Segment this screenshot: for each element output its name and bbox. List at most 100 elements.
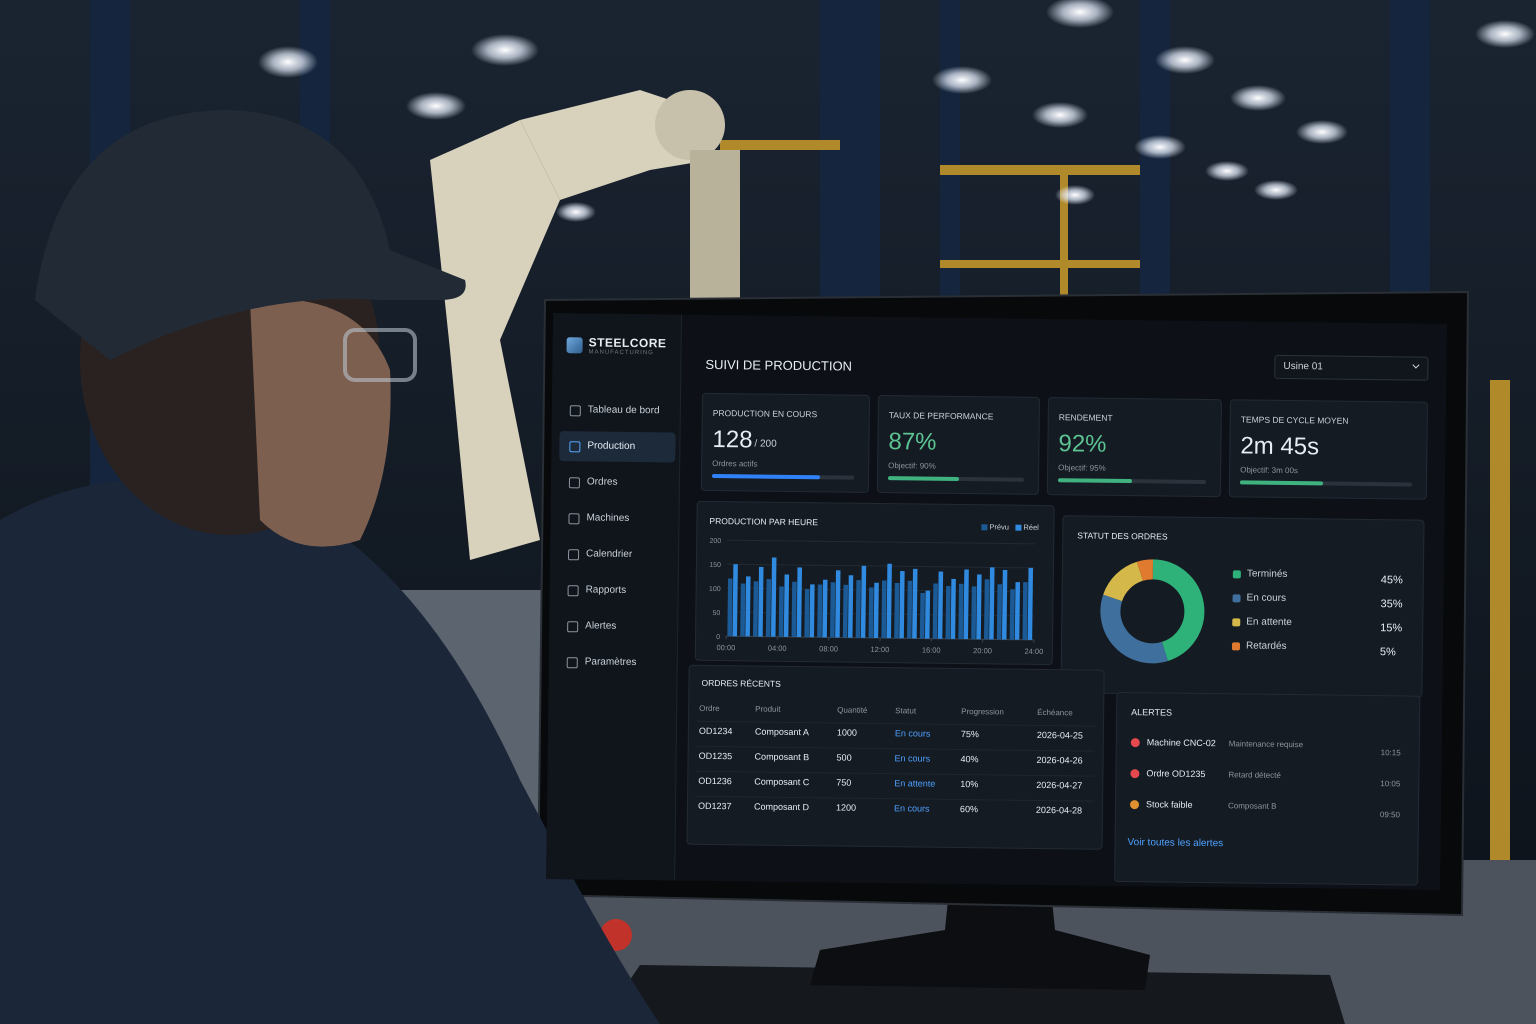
bar [791,581,797,637]
bar [958,583,964,640]
kpi-note: Objectif: 3m 00s [1240,465,1298,476]
donut-segment [1136,559,1154,581]
legend-value: 15% [1380,622,1403,635]
bar [770,557,777,637]
table-cell: 60% [959,804,979,815]
site-select-caret [1412,361,1420,369]
legend-dot [1231,642,1241,651]
table-cell: OD1237 [697,800,732,812]
nav-icon [568,477,580,489]
nav-item[interactable]: Paramètres [557,647,673,678]
brand-name: STEELCORE [588,335,667,351]
ceiling-lights [258,0,1535,222]
bar [1014,582,1021,640]
x-tick-label: 08:00 [819,644,838,653]
recent-orders-card: ORDRES RÉCENTS Ordre Produit Quantité Statut… [686,664,1105,850]
nav-label: Calendrier [585,548,633,560]
x-tick-label: 00:00 [716,643,735,652]
legend-value: 5% [1379,646,1396,659]
bar [847,575,854,638]
nav-label: Tableau de bord [587,404,660,417]
x-tick-label: 16:00 [922,646,941,655]
legend-label: Prévu [989,522,1010,532]
bar [1027,567,1034,640]
kpi-card: PRODUCTION EN COURS 128/ 200 Ordres actifs [700,392,871,493]
table-cell: Composant C [754,776,810,788]
grid-line [726,563,1035,569]
alert-icon [1129,800,1140,810]
alerts-link[interactable]: Voir toutes les alertes [1127,837,1224,850]
table-cell: 2026-04-25 [1036,729,1083,741]
kpi-label: PRODUCTION EN COURS [712,407,818,420]
nav-icon [569,441,581,453]
y-tick-label: 50 [713,610,721,617]
chart-title: PRODUCTION PAR HEURE [709,515,818,528]
donut-segment [1152,559,1205,661]
bar [740,583,746,637]
kpi-note: Objectif: 90% [888,461,936,471]
legend-swatch [1015,524,1022,531]
kpi-progress [1057,478,1133,484]
production-chart-card: PRODUCTION PAR HEURE Prévu Réel 0 50 100 150 20… [694,500,1055,666]
page-title: SUIVI DE PRODUCTION [705,356,853,374]
keyboard [600,965,1345,1024]
status-label: En cours [894,753,931,764]
nav-item[interactable]: Alertes [557,611,673,642]
site-select[interactable]: Usine 01 [1274,354,1429,381]
nav-item[interactable]: Rapports [557,575,673,606]
bar [783,574,790,637]
bar [796,567,803,638]
bar [732,564,738,637]
bar [860,565,867,638]
kpi-card: TEMPS DE CYCLE MOYEN 2m 45s Objectif: 3m 0… [1228,399,1428,500]
table-cell: 10% [960,779,979,790]
kpi-progress-track [711,473,855,480]
table-cell: 500 [836,752,852,763]
kpi-note: Objectif: 95% [1058,463,1106,473]
kpi-label: TAUX DE PERFORMANCE [888,410,994,422]
donut-segment [1103,561,1144,602]
legend-label: Réel [1023,522,1039,532]
alert-detail: Retard détecté [1228,770,1281,780]
nav-item[interactable]: Ordres [559,467,675,498]
kpi-label: TEMPS DE CYCLE MOYEN [1240,414,1349,426]
bar [912,568,918,639]
nav-item[interactable]: Machines [558,503,674,534]
grid-line [726,587,1035,593]
nav-item[interactable]: Calendrier [558,539,674,570]
bar-chart: 0 50 100 150 200 00:00 04:00 08:00 12:00 16:00 20:… [709,538,1043,656]
nav-icon [568,513,580,525]
bar [809,584,815,638]
y-tick-label: 100 [709,586,721,593]
table-header: Statut [895,706,917,716]
kpi-value: 128 [712,425,753,454]
table-header: Progression [961,707,1004,717]
bar [886,563,892,639]
bar [950,578,956,639]
site-select-value: Usine 01 [1283,360,1323,373]
bar [899,571,905,639]
legend-label: Retardés [1245,640,1287,652]
table-cell: 750 [836,777,852,788]
alert-time: 10:15 [1380,748,1401,758]
nav-item[interactable]: Production [559,431,676,463]
alert-detail: Maintenance requise [1228,739,1304,750]
table-cell: 2026-04-28 [1035,804,1083,816]
bar [881,580,887,639]
table-cell: 75% [960,729,979,740]
kpi-note: Ordres actifs [712,458,758,469]
robot-arm [430,90,740,560]
alerts-title: ALERTES [1131,707,1173,718]
nav-icon [567,621,579,633]
grid-line [726,611,1035,617]
bar [989,567,995,640]
grid-line [727,539,1036,545]
table-cell: 1000 [836,727,857,738]
bar [894,582,900,639]
alert-time: 09:50 [1379,810,1401,820]
bar [822,579,828,638]
alert-detail: Composant B [1227,801,1277,811]
nav-item[interactable]: Tableau de bord [560,395,676,426]
table-cell: Composant A [754,726,809,738]
y-tick-label: 0 [716,634,720,641]
